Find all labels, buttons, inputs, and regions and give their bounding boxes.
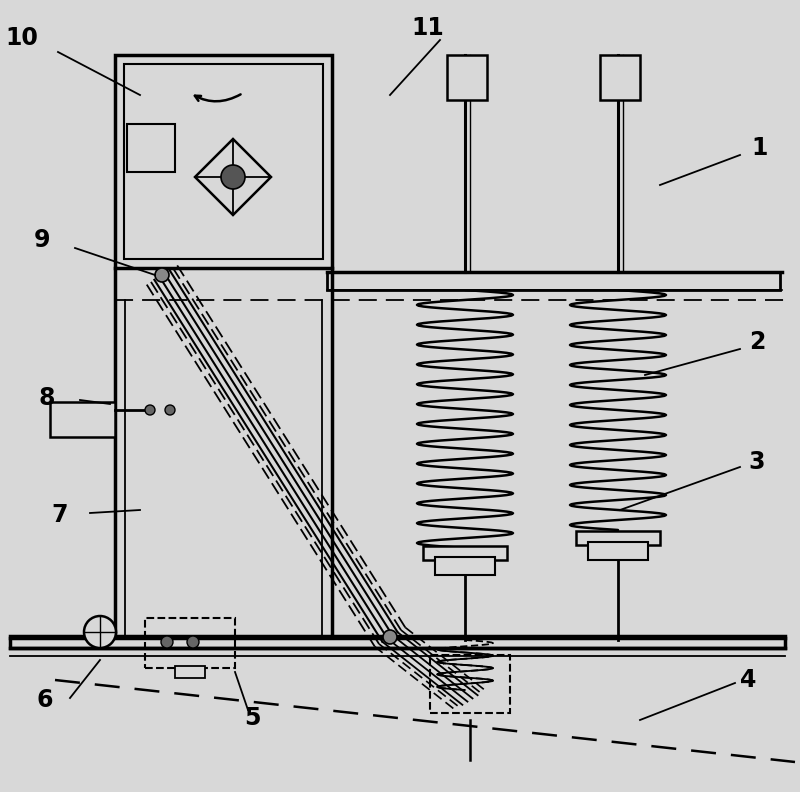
Circle shape	[155, 268, 169, 282]
Text: 1: 1	[752, 136, 768, 160]
Bar	[447, 55, 487, 100]
Text: 3: 3	[749, 450, 766, 474]
Bar	[435, 557, 495, 575]
Bar	[327, 272, 780, 290]
Bar	[175, 666, 205, 678]
Text: 7: 7	[52, 503, 68, 527]
Circle shape	[145, 405, 155, 415]
Bar	[576, 531, 660, 545]
Circle shape	[161, 636, 173, 648]
Text: 4: 4	[740, 668, 756, 692]
Bar	[115, 55, 332, 268]
Circle shape	[383, 630, 397, 644]
Bar	[145, 618, 235, 668]
Text: 11: 11	[412, 16, 444, 40]
Circle shape	[221, 165, 245, 189]
Bar	[127, 124, 175, 172]
Bar	[588, 542, 648, 560]
Bar	[600, 55, 640, 100]
Text: 10: 10	[6, 26, 38, 50]
Circle shape	[187, 636, 199, 648]
Circle shape	[84, 616, 116, 648]
Bar	[124, 64, 323, 259]
Circle shape	[165, 405, 175, 415]
Text: 2: 2	[749, 330, 765, 354]
Text: 8: 8	[38, 386, 55, 410]
Text: 5: 5	[244, 706, 260, 730]
Bar	[10, 636, 785, 648]
Bar	[430, 655, 510, 713]
Bar	[423, 546, 507, 560]
Bar	[50, 402, 115, 437]
Text: 9: 9	[34, 228, 50, 252]
Text: 6: 6	[37, 688, 54, 712]
